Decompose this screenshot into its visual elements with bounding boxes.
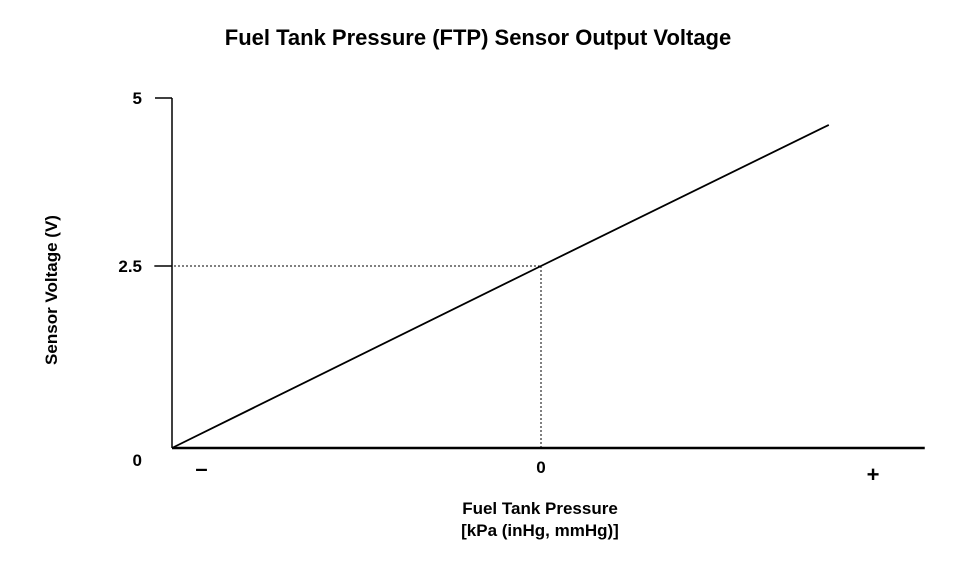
- y-tick-label: 2.5: [118, 257, 142, 276]
- y-axis-label: Sensor Voltage (V): [42, 215, 61, 365]
- x-tick-label: –: [195, 456, 207, 481]
- chart-title: Fuel Tank Pressure (FTP) Sensor Output V…: [225, 25, 731, 50]
- series-line: [171, 124, 830, 449]
- y-tick-label: 0: [133, 451, 142, 470]
- x-axis-units: [kPa (inHg, mmHg)]: [461, 521, 619, 540]
- x-tick-label: 0: [536, 458, 545, 477]
- x-axis-label: Fuel Tank Pressure: [462, 499, 618, 518]
- x-tick-label: +: [867, 462, 880, 487]
- y-tick-label: 5: [133, 89, 142, 108]
